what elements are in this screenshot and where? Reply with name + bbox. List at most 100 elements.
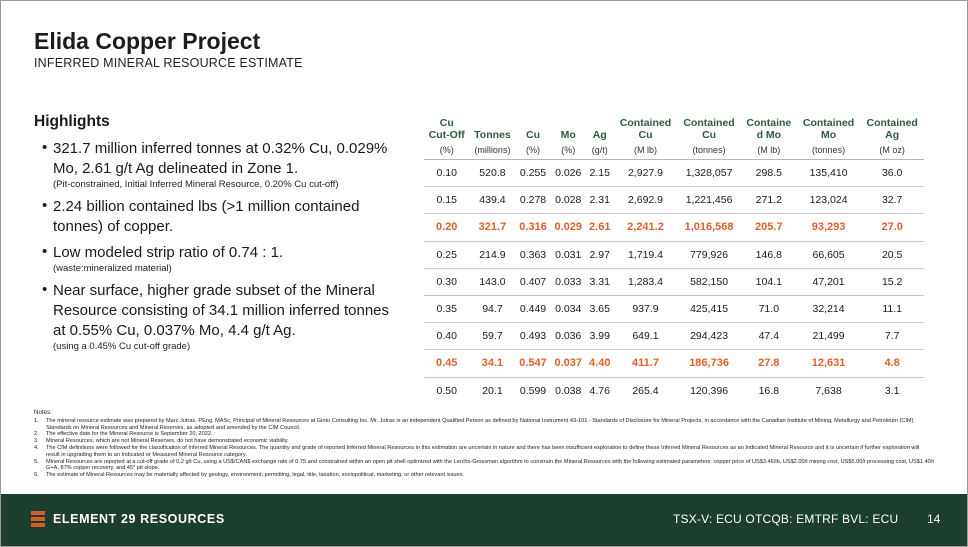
table-cell: 582,150 (677, 268, 741, 296)
note-text: The CIM definitions were followed for th… (46, 444, 920, 458)
table-cell: 3.31 (585, 268, 614, 296)
column-header: Ag (586, 111, 614, 141)
table-cell: 71.0 (740, 295, 797, 324)
table-cell: 3.1 (884, 384, 900, 397)
table-cell: 0.25 (424, 241, 470, 269)
table-cell: 439.4 (469, 186, 516, 215)
note-number: 3. (34, 438, 39, 445)
table-cell: 0.599 (519, 384, 547, 397)
unit-cell: (tonnes) (796, 141, 861, 160)
table-cell: 120,396 (690, 384, 729, 397)
column-header: Cu Cut-Off (424, 111, 469, 141)
table-row-highlighted: 0.20 321.7 0.316 0.029 2.61 2,241.2 1,016,568 2… (424, 213, 924, 242)
table-cell: 0.449 (515, 295, 551, 324)
notes-section: Notes: 1. The mineral resource estimate w… (34, 409, 934, 479)
table-row: 0.50 20.1 0.599 0.038 4.76 265.4 120,396 16.8 7,… (424, 377, 924, 404)
element29-logo-icon (31, 511, 45, 529)
note-item: 1. The mineral resource estimate was prep… (34, 418, 934, 432)
column-header: Tonnes (469, 111, 515, 141)
table-row: 0.40 59.7 0.493 0.036 3.99 649.1 294,423 47.4 21… (424, 322, 924, 351)
highlight-item: • 2.24 billion contained lbs (>1 million … (42, 197, 392, 237)
bullet-icon: • (42, 197, 48, 214)
table-cell: 12,631 (796, 349, 861, 378)
slide-subtitle: INFERRED MINERAL RESOURCE ESTIMATE (34, 56, 303, 70)
table-row: 0.15 439.4 0.278 0.028 2.31 2,692.9 1,221,456 2… (424, 186, 924, 215)
table-cell: 93,293 (796, 213, 861, 242)
table-cell: 425,415 (677, 295, 741, 324)
table-cell: 205.7 (740, 213, 797, 242)
column-header: Contained Cu (614, 111, 678, 141)
table-cell: 11.1 (860, 295, 924, 324)
table-cell: 0.35 (424, 295, 470, 324)
highlight-text: 321.7 million inferred tonnes at 0.32% C… (53, 140, 388, 177)
note-text: The effective date for the Mineral Resou… (46, 431, 213, 438)
note-item: 4. The CIM definitions were followed for … (34, 445, 934, 459)
table-cell: 0.255 (515, 159, 551, 188)
table-header-row: Cu Cut-Off Tonnes Cu Mo Ag Contained Cu Containe… (424, 111, 924, 141)
resource-table: Cu Cut-Off Tonnes Cu Mo Ag Contained Cu Containe… (424, 111, 924, 404)
unit-cell: (tonnes) (677, 141, 741, 160)
column-header: Mo (551, 111, 586, 141)
column-header-line: Contained (802, 117, 855, 129)
column-header-line: Tonnes (474, 129, 511, 141)
table-cell: 321.7 (469, 213, 516, 242)
table-cell: 0.316 (515, 213, 551, 242)
table-cell: 104.1 (740, 268, 797, 296)
unit-cell: (M lb) (740, 141, 797, 160)
table-row: 0.25 214.9 0.363 0.031 2.97 1,719.4 779,926 146… (424, 241, 924, 269)
unit-cell: (%) (550, 141, 586, 160)
column-header-line: Cu (638, 129, 653, 141)
column-header-line: Cu (702, 129, 717, 141)
table-cell: 3.65 (585, 295, 614, 324)
table-cell: 411.7 (613, 349, 678, 378)
table-cell: 7,638 (815, 384, 842, 397)
column-header-line: Cu (439, 117, 454, 129)
note-text: The estimate of Mineral Resources may be… (46, 472, 464, 479)
table-row: 0.30 143.0 0.407 0.033 3.31 1,283.4 582,150 104… (424, 268, 924, 296)
table-cell: 0.028 (550, 186, 586, 215)
table-cell: 0.20 (424, 213, 470, 242)
column-header-line: Cut-Off (428, 129, 465, 141)
table-cell: 520.8 (469, 159, 516, 188)
table-cell: 36.0 (860, 159, 924, 188)
table-cell: 15.2 (860, 268, 924, 296)
table-cell: 2.61 (585, 213, 614, 242)
table-cell: 0.278 (515, 186, 551, 215)
table-cell: 1,283.4 (613, 268, 678, 296)
table-cell: 4.8 (860, 349, 924, 378)
unit-cell: (g/t) (585, 141, 614, 160)
table-cell: 0.034 (550, 295, 586, 324)
highlight-text: Low modeled strip ratio of 0.74 : 1. (53, 244, 284, 261)
table-cell: 0.038 (555, 384, 582, 397)
table-cell: 7.7 (860, 322, 924, 351)
table-cell: 123,024 (796, 186, 861, 215)
note-text: Mineral Resources, which are not Mineral… (46, 438, 289, 445)
table-cell: 59.7 (469, 322, 516, 351)
table-cell: 2.31 (585, 186, 614, 215)
table-cell: 66,605 (796, 241, 861, 269)
table-cell: 0.407 (515, 268, 551, 296)
column-header-line: d Mo (756, 129, 782, 141)
note-number: 4. (34, 444, 39, 451)
table-cell: 0.45 (424, 349, 470, 378)
table-cell: 32,214 (796, 295, 861, 324)
table-cell: 4.40 (585, 349, 614, 378)
column-header: Contained Cu (677, 111, 741, 141)
highlight-text: 2.24 billion contained lbs (>1 million c… (53, 198, 360, 235)
table-row: 0.10 520.8 0.255 0.026 2.15 2,927.9 1,328,057 2… (424, 159, 924, 188)
column-header-line: Cu (526, 129, 541, 141)
bullet-icon: • (42, 281, 48, 298)
table-cell: 21,499 (796, 322, 861, 351)
notes-title: Notes: (34, 409, 52, 416)
table-row: 0.35 94.7 0.449 0.034 3.65 937.9 425,415 71.0 32… (424, 295, 924, 324)
note-number: 2. (34, 431, 39, 438)
table-cell: 32.7 (860, 186, 924, 215)
note-text: Mineral Resources are reported at a cut-… (46, 458, 934, 472)
column-header-line: Contained (866, 117, 918, 129)
highlight-item: • Low modeled strip ratio of 0.74 : 1. (wa… (42, 243, 392, 275)
table-cell: 1,016,568 (677, 213, 741, 242)
note-number: 5. (34, 458, 39, 465)
table-cell: 135,410 (796, 159, 861, 188)
table-cell: 0.363 (515, 241, 551, 269)
unit-cell: (%) (515, 141, 551, 160)
